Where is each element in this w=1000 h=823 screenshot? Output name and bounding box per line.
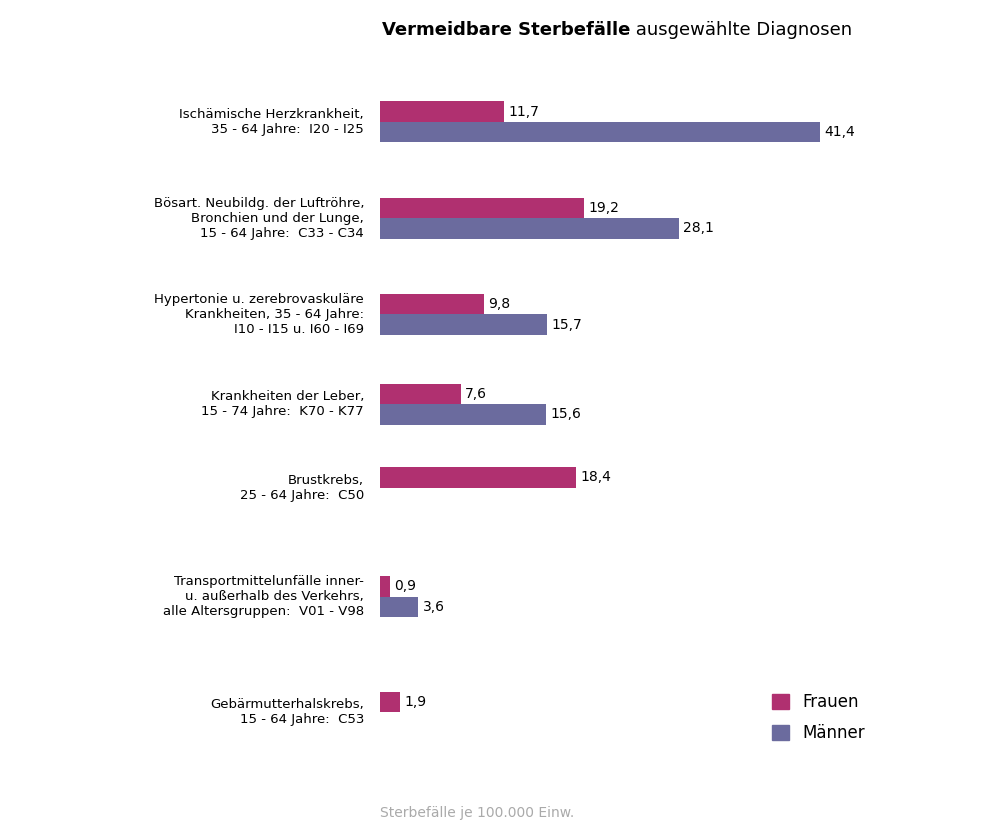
Bar <box>380 314 547 335</box>
Bar <box>380 404 546 425</box>
Text: 41,4: 41,4 <box>825 125 855 139</box>
Bar <box>380 122 820 142</box>
Text: 1,9: 1,9 <box>404 695 427 709</box>
Bar <box>380 198 584 218</box>
Bar <box>380 576 390 597</box>
Text: 7,6: 7,6 <box>465 387 487 401</box>
Legend: Frauen, Männer: Frauen, Männer <box>766 686 872 749</box>
Text: 0,9: 0,9 <box>394 579 416 593</box>
Text: Sterbefälle je 100.000 Einw.: Sterbefälle je 100.000 Einw. <box>380 807 574 821</box>
Bar <box>380 467 576 487</box>
Bar <box>380 597 418 617</box>
Text: 9,8: 9,8 <box>489 297 511 311</box>
Text: 15,7: 15,7 <box>551 318 582 332</box>
Text: 15,6: 15,6 <box>550 407 581 421</box>
Text: ausgewählte Diagnosen: ausgewählte Diagnosen <box>630 21 852 39</box>
Bar <box>380 218 679 239</box>
Bar <box>380 101 504 122</box>
Bar <box>380 294 484 314</box>
Text: 19,2: 19,2 <box>589 201 619 215</box>
Text: 11,7: 11,7 <box>509 105 540 119</box>
Text: 18,4: 18,4 <box>580 470 611 485</box>
Text: 3,6: 3,6 <box>423 600 445 614</box>
Bar <box>380 691 400 712</box>
Bar <box>380 384 461 404</box>
Text: 28,1: 28,1 <box>683 221 714 235</box>
Text: Vermeidbare Sterbefälle: Vermeidbare Sterbefälle <box>382 21 630 39</box>
